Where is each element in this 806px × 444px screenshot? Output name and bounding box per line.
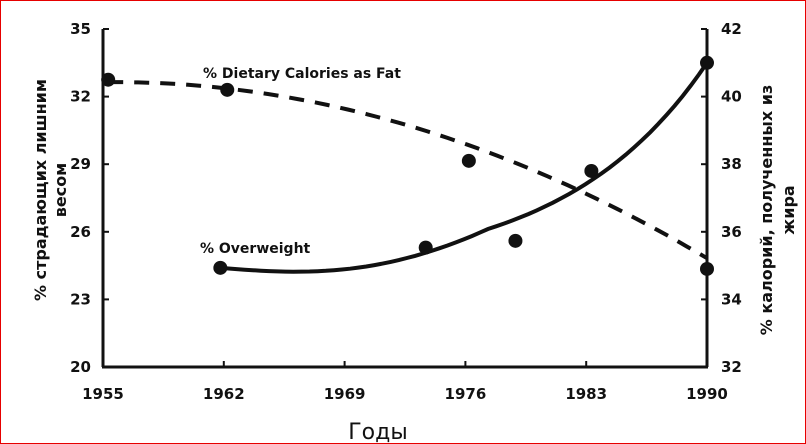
y-axis-right-label-line: % калорий, полученных из [757,85,776,336]
axis-labels: % Dietary Calories as Fat % Overweight Год… [31,66,798,444]
data-point-overweight [508,233,523,248]
y-right-tick-label: 32 [721,358,742,376]
tick-labels: 1955 1962 1969 1976 1983 1990 20 23 26 29 32 35 32 34… [70,20,742,403]
series-layer [101,55,714,276]
y-axis-left-label-line: весом [51,163,70,218]
y-left-tick-label: 35 [70,20,91,38]
data-point-overweight [700,55,714,70]
x-tick-label: 1969 [324,385,366,403]
y-left-tick-label: 23 [70,290,91,308]
y-right-tick-label: 42 [721,20,742,38]
x-tick-label: 1983 [565,385,607,403]
data-point-dietary-fat [220,82,235,97]
y-axis-right-label-line: жира [779,185,798,234]
y-left-tick-label: 29 [70,155,91,173]
series-label: % Overweight [200,241,311,257]
y-right-tick-label: 38 [721,155,742,173]
series-line-dietary-fat [108,80,709,260]
data-point-dietary-fat [101,72,116,87]
y-right-tick-label: 36 [721,223,742,241]
x-tick-label: 1976 [445,385,487,403]
x-tick-label: 1962 [203,385,245,403]
data-point-overweight [418,240,433,255]
y-left-tick-label: 32 [70,88,91,106]
y-right-tick-label: 34 [721,290,742,308]
y-axis-left-label-line: % страдающих лишним [31,79,50,301]
series-line-overweight [220,61,709,274]
x-tick-label: 1955 [82,385,124,403]
axes [101,28,709,369]
series-label: % Dietary Calories as Fat [203,66,401,82]
x-tick-label: 1990 [686,385,728,403]
data-point-overweight [213,260,228,275]
data-point-dietary-fat [700,261,714,276]
y-left-tick-label: 20 [70,358,91,376]
y-right-tick-label: 40 [721,88,742,106]
y-axis-left-label: % страдающих лишним весом [31,79,70,301]
x-axis-label: Годы [348,420,407,444]
y-left-tick-label: 26 [70,223,91,241]
data-point-dietary-fat [461,153,476,168]
data-point-dietary-fat [584,163,599,178]
y-axis-right-label: % калорий, полученных из жира [757,85,798,336]
